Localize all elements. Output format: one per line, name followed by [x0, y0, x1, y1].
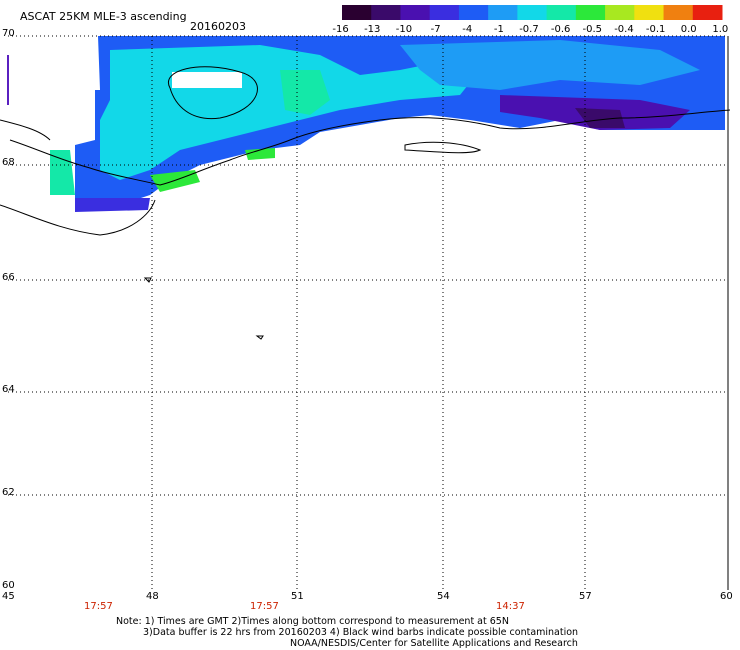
- colorbar-segment: [429, 5, 460, 20]
- lat-label: 62: [2, 487, 15, 498]
- colorbar-label: -0.1: [645, 24, 666, 35]
- island-small-2: [255, 335, 264, 340]
- lon-label: 60: [720, 591, 733, 602]
- coast-line-main: [9, 109, 731, 186]
- colorbar-segment: [634, 5, 665, 20]
- lat-label: 60: [2, 580, 15, 591]
- left-coast: [0, 119, 51, 141]
- lon-label: 51: [291, 591, 304, 602]
- colorbar-segment: [458, 5, 489, 20]
- lat-label: 64: [2, 384, 15, 395]
- graticule: [8, 35, 728, 590]
- lat-label: 66: [2, 272, 15, 283]
- coastlines: [0, 66, 731, 340]
- lon-label: 45: [2, 591, 15, 602]
- time-label: 14:37: [496, 601, 525, 612]
- time-label: 17:57: [84, 601, 113, 612]
- swath-purple-3: [75, 198, 150, 212]
- colorbar-segment: [663, 5, 694, 20]
- swath-green-1: [280, 70, 330, 115]
- colorbar-segment: [342, 5, 372, 20]
- lon-label: 48: [146, 591, 159, 602]
- note-line-3: NOAA/NESDIS/Center for Satellite Applica…: [290, 638, 578, 649]
- swath-green-3: [245, 148, 275, 160]
- colorbar-label: -0.6: [550, 24, 571, 35]
- colorbar-segment: [546, 5, 577, 20]
- colorbar-segment: [517, 5, 548, 20]
- colorbar-label: 0.0: [680, 24, 697, 35]
- colorbar-label: -10: [395, 24, 413, 35]
- colorbar-label: -0.4: [614, 24, 634, 35]
- chart-title: ASCAT 25KM MLE-3 ascending: [20, 10, 187, 23]
- colorbar-segment: [400, 5, 431, 20]
- swath-cyan-2: [400, 40, 700, 90]
- colorbar-label: 1.0: [712, 24, 729, 35]
- lon-label: 57: [579, 591, 592, 602]
- colorbar-label: -7: [430, 24, 441, 35]
- colorbar: [342, 5, 723, 20]
- colorbar-segment: [692, 5, 723, 20]
- colorbar-segment: [488, 5, 518, 20]
- swath-purple-2: [575, 108, 625, 128]
- colorbar-label: -13: [364, 24, 381, 35]
- data-swath: [50, 36, 725, 212]
- colorbar-label: -0.5: [582, 24, 603, 35]
- colorbar-label: -0.7: [519, 24, 539, 35]
- lat-label: 70: [2, 28, 15, 39]
- lat-label: 68: [2, 157, 15, 168]
- time-label: 17:57: [250, 601, 279, 612]
- island-coast: [404, 141, 482, 154]
- colorbar-segment: [605, 5, 635, 20]
- note-line-1: Note: 1) Times are GMT 2)Times along bot…: [116, 616, 509, 627]
- colorbar-segment: [371, 5, 401, 20]
- note-line-2: 3)Data buffer is 22 hrs from 20160203 4)…: [143, 627, 579, 638]
- colorbar-label: -4: [462, 24, 473, 35]
- colorbar-label: -16: [332, 24, 349, 35]
- colorbar-segment: [575, 5, 606, 20]
- chart-date: 20160203: [190, 20, 246, 33]
- island-small-1: [143, 277, 152, 283]
- colorbar-label: -1: [493, 24, 504, 35]
- swath-green-4: [50, 150, 75, 195]
- data-gap: [172, 72, 242, 88]
- white-sea-coast: [0, 199, 156, 236]
- kola-peninsula-coast: [167, 66, 258, 120]
- lon-label: 54: [437, 591, 450, 602]
